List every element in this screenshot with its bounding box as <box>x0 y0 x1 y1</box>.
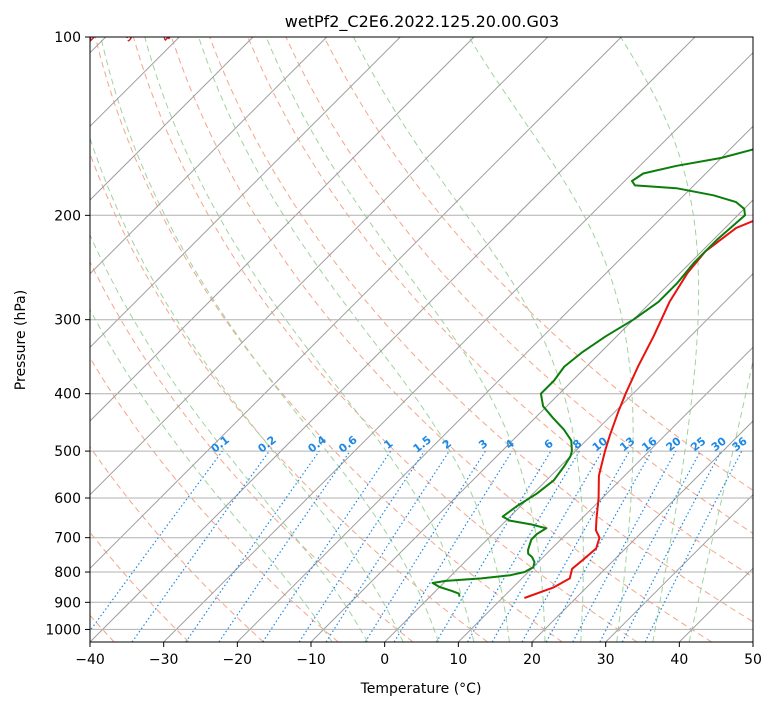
mixing-ratio-line <box>545 450 653 642</box>
dry-adiabat-line <box>285 37 753 535</box>
dry-adiabat-line <box>90 260 414 642</box>
moist-adiabat-line <box>620 37 700 642</box>
y-tick-label: 100 <box>54 30 81 46</box>
x-axis: −40 −30 −20 −10 0 10 20 30 40 50 <box>75 642 762 668</box>
temperature-profile-line <box>524 219 753 599</box>
dry-adiabat-line <box>171 37 712 642</box>
isotherm-line <box>90 37 549 496</box>
isotherm-line <box>605 493 753 642</box>
y-tick-label: 400 <box>54 387 81 403</box>
isotherm-line <box>310 199 753 642</box>
dry-adiabat-line <box>209 37 753 623</box>
x-tick-label: 40 <box>670 652 688 668</box>
mixing-ratio-line <box>90 450 223 632</box>
x-tick-label: 20 <box>523 652 541 668</box>
isotherm-line <box>90 37 622 570</box>
mixing-ratio-line <box>131 450 270 642</box>
y-tick-label: 900 <box>54 595 81 611</box>
moist-adiabat-line <box>90 136 404 642</box>
dry-adiabat-line <box>132 37 638 642</box>
isotherm-line <box>90 37 475 422</box>
isotherm-line <box>531 420 753 642</box>
moist-adiabat-line <box>144 37 475 642</box>
mixing-ratio-line <box>393 450 513 642</box>
isotherm-line <box>90 37 696 642</box>
mixing-ratio-line <box>298 450 425 642</box>
dry-adiabat-label: 30 <box>121 24 141 44</box>
moist-adiabat-line <box>90 233 369 642</box>
x-tick-label: −10 <box>296 652 326 668</box>
background-lines <box>90 37 753 642</box>
x-tick-label: 0 <box>380 652 389 668</box>
y-tick-label: 200 <box>54 208 81 224</box>
mixing-ratio-line <box>572 450 677 642</box>
isotherm-line <box>163 51 753 642</box>
mixing-ratio-line <box>521 450 631 642</box>
y-tick-label: 600 <box>54 491 81 507</box>
dry-adiabat-line <box>247 37 753 578</box>
x-tick-label: −30 <box>149 652 179 668</box>
isotherm-line <box>457 346 753 642</box>
mixing-ratio-line <box>218 450 351 642</box>
mixing-ratio-line <box>185 450 320 642</box>
dry-adiabat-label: 40 <box>159 24 179 44</box>
sounding-profiles <box>431 148 753 599</box>
chart-title: wetPf2_C2E6.2022.125.20.00.G03 <box>285 12 559 32</box>
isotherm-line <box>236 125 753 642</box>
isotherm-line <box>90 37 254 201</box>
dry-adiabat-line <box>90 356 339 642</box>
y-tick-label: 1000 <box>45 622 81 638</box>
y-axis: 100 200 300 400 500 600 700 800 900 1000 <box>45 30 90 638</box>
x-tick-label: −40 <box>75 652 105 668</box>
x-tick-label: 50 <box>744 652 762 668</box>
isotherm-line <box>90 37 401 349</box>
moist-adiabat-line <box>688 358 753 642</box>
isotherm-line <box>384 272 753 642</box>
isotherm-line <box>90 37 328 275</box>
y-tick-label: 500 <box>54 444 81 460</box>
dry-adiabat-line <box>94 37 563 642</box>
moist-adiabat-line <box>90 308 333 642</box>
plot-frame <box>89 36 754 643</box>
mixing-ratio-line <box>644 450 743 642</box>
x-tick-label: 10 <box>449 652 467 668</box>
x-tick-label: 30 <box>597 652 615 668</box>
y-axis-label: Pressure (hPa) <box>13 290 29 390</box>
mixing-ratio-line <box>325 450 450 642</box>
moist-adiabat-line <box>265 37 546 642</box>
dry-adiabat-line <box>90 446 264 642</box>
moist-adiabat-line <box>100 37 439 642</box>
y-tick-label: 300 <box>54 313 81 329</box>
moist-adiabat-line <box>353 37 584 642</box>
x-tick-label: −20 <box>223 652 253 668</box>
y-tick-label: 700 <box>54 531 81 547</box>
mixing-ratio-line <box>262 450 392 642</box>
dry-adiabat-line <box>323 37 753 491</box>
moist-adiabat-line <box>198 37 510 642</box>
x-axis-label: Temperature (°C) <box>360 681 482 697</box>
y-tick-label: 800 <box>54 565 81 581</box>
dewpoint-profile-line <box>431 148 753 597</box>
